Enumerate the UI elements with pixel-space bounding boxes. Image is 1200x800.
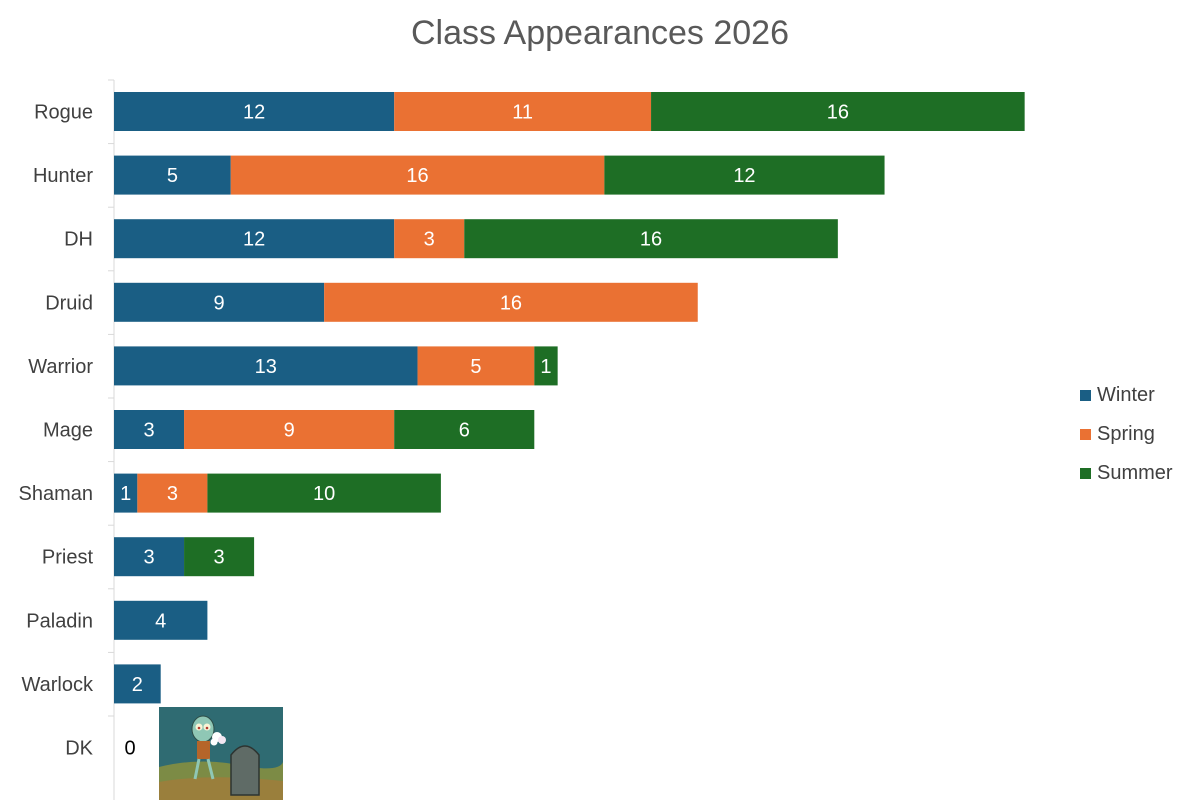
category-label: Druid: [45, 292, 93, 314]
data-label: 9: [284, 420, 295, 442]
category-label: DK: [65, 738, 93, 760]
bar-winter: [114, 473, 138, 513]
bar-summer: [207, 473, 441, 513]
data-label: 16: [640, 229, 662, 251]
data-label: 12: [243, 229, 265, 251]
legend: Winter Spring Summer: [1080, 376, 1173, 493]
squidward-grave-icon: [159, 707, 283, 800]
category-label: Priest: [42, 547, 94, 569]
legend-item-summer: Summer: [1080, 454, 1173, 493]
bar-winter: [114, 410, 185, 449]
data-label-zero: 0: [124, 738, 135, 760]
bar-winter: [114, 92, 395, 131]
data-label: 1: [120, 483, 131, 505]
data-label: 3: [424, 229, 435, 251]
category-label: Hunter: [33, 165, 93, 187]
legend-label-winter: Winter: [1097, 384, 1155, 406]
bar-summer: [464, 219, 838, 259]
bar-summer: [534, 346, 558, 386]
bar-spring: [324, 282, 698, 322]
bar-spring: [137, 473, 208, 513]
category-label: Warrior: [28, 356, 93, 378]
data-label: 12: [243, 102, 265, 124]
bar-winter: [114, 155, 231, 195]
bar-spring: [184, 410, 395, 449]
data-label: 3: [167, 483, 178, 505]
bar-winter: [114, 219, 395, 259]
bar-winter: [114, 537, 185, 577]
category-label: Warlock: [22, 674, 94, 696]
bar-summer: [394, 410, 535, 449]
category-label: DH: [64, 229, 93, 251]
data-label: 2: [132, 674, 143, 696]
category-label: Rogue: [34, 102, 93, 124]
legend-swatch-winter: [1080, 390, 1091, 401]
data-label: 13: [255, 356, 277, 378]
data-label: 9: [214, 292, 225, 314]
bar-spring: [230, 155, 605, 195]
chart-title: Class Appearances 2026: [410, 14, 790, 52]
bar-spring: [394, 92, 652, 131]
bar-winter: [114, 346, 418, 386]
bar-summer: [184, 537, 255, 577]
bar-winter: [114, 664, 161, 704]
legend-item-winter: Winter: [1080, 376, 1173, 415]
data-label: 4: [155, 610, 166, 632]
category-label: Paladin: [26, 610, 93, 632]
category-label: Shaman: [19, 483, 94, 505]
data-label: 5: [167, 165, 178, 187]
data-label: 3: [143, 420, 154, 442]
data-label: 11: [512, 102, 533, 124]
legend-item-spring: Spring: [1080, 415, 1173, 454]
data-label: 6: [459, 420, 470, 442]
data-label: 16: [827, 102, 849, 124]
data-label: 3: [214, 547, 225, 569]
legend-swatch-spring: [1080, 429, 1091, 440]
data-label: 16: [500, 292, 522, 314]
data-label: 3: [143, 547, 154, 569]
legend-label-summer: Summer: [1097, 462, 1173, 484]
legend-label-spring: Spring: [1097, 423, 1155, 445]
bar-winter: [114, 282, 325, 322]
bar-spring: [394, 219, 465, 259]
bar-spring: [417, 346, 535, 386]
data-label: 5: [470, 356, 481, 378]
data-label: 10: [313, 483, 335, 505]
category-label: Mage: [43, 420, 93, 442]
data-label: 16: [406, 165, 428, 187]
bar-winter: [114, 600, 208, 640]
data-label: 12: [733, 165, 755, 187]
bar-summer: [651, 92, 1025, 131]
data-label: 1: [540, 356, 551, 378]
legend-swatch-summer: [1080, 468, 1091, 479]
bar-summer: [604, 155, 885, 195]
